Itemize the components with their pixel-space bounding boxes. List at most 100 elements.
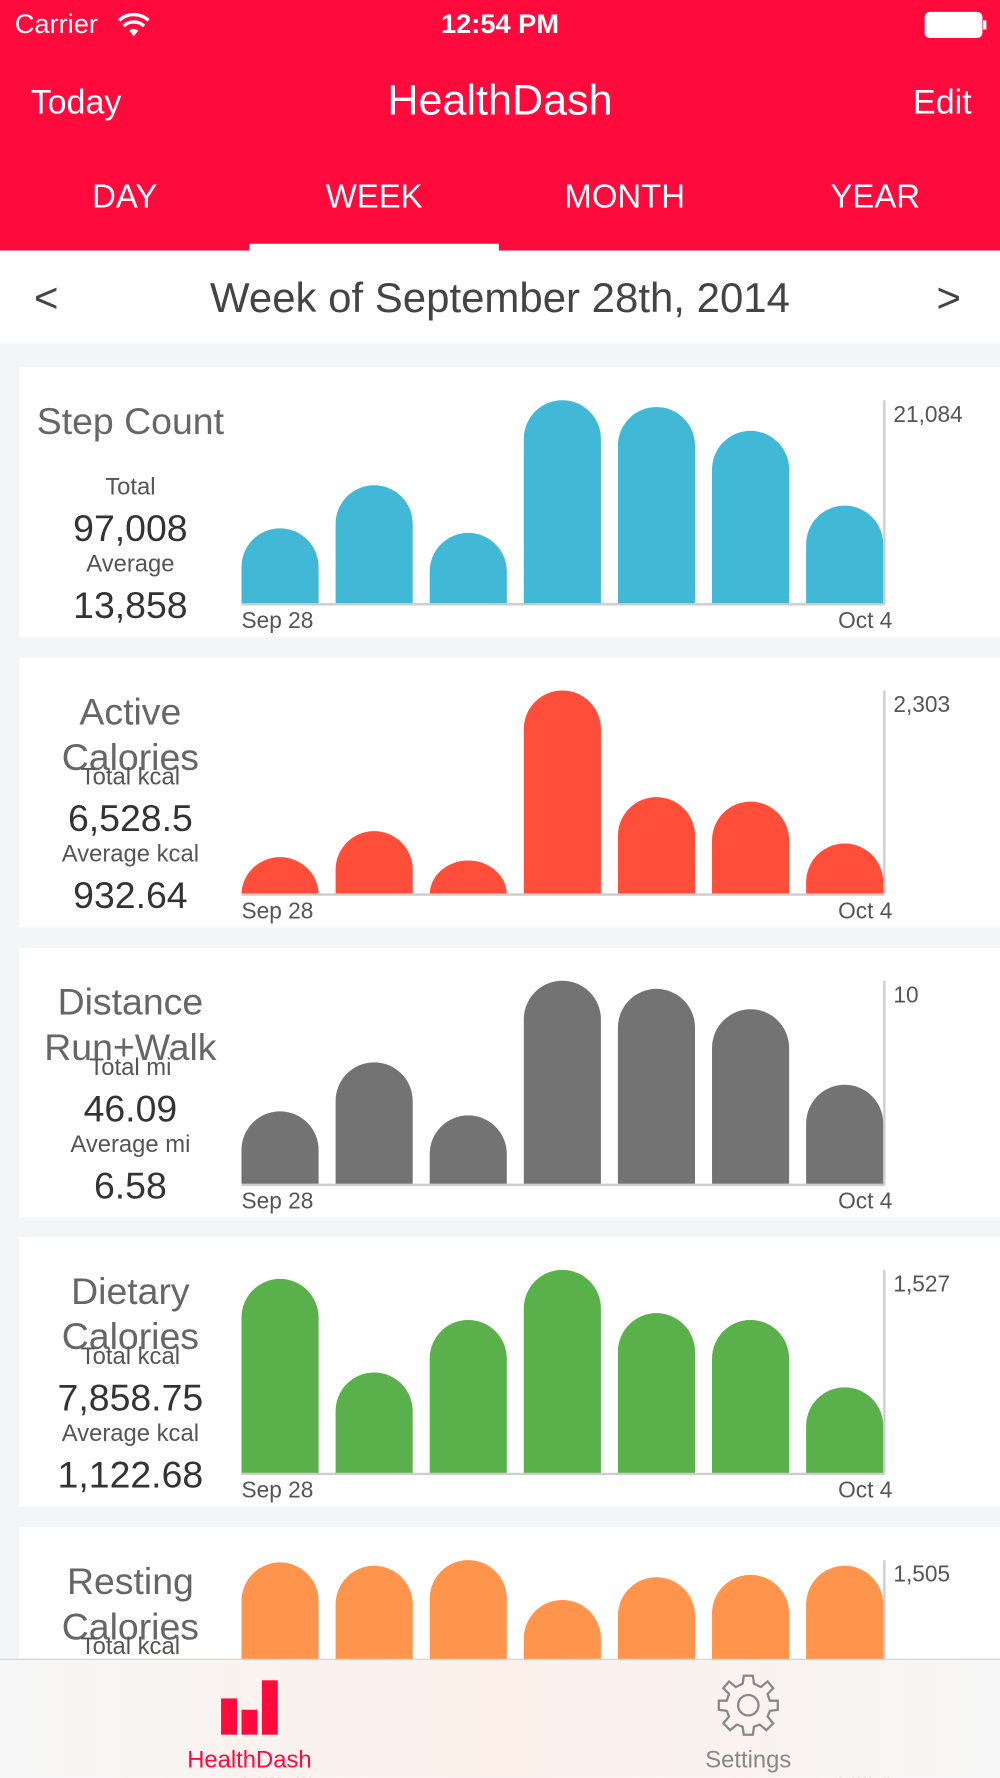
tab-day[interactable]: DAY [92,179,158,216]
card-title: Step Count [36,400,224,443]
stat-value: 6.58 [93,1163,167,1206]
stat-value: 932.64 [73,873,188,916]
card-title: Resting Calories [61,1560,199,1648]
card-title: Dietary Calories [61,1270,199,1358]
y-tick-label: 1,505 [893,1561,950,1587]
stat-label: Total [105,473,156,501]
bar [712,1008,790,1185]
week-bar [0,250,1000,344]
stat-label: Average kcal [61,840,199,868]
card-title: Distance Run+Walk [44,980,217,1068]
x-tick-label: Oct 4 [838,1477,892,1503]
bar [617,1577,696,1765]
stat-value: 1,122.68 [57,1453,204,1496]
y-tick-label: 1,527 [893,1271,950,1297]
app-title: HealthDash [387,77,613,125]
bar [523,690,601,895]
bar [241,856,319,895]
bar [523,980,601,1185]
bar [335,830,413,895]
bar [712,1574,790,1765]
stat-value: 7,858.75 [57,1376,204,1419]
battery-icon [924,11,987,38]
bar [617,1313,696,1475]
edit-button[interactable]: Edit [913,83,972,122]
bar [429,532,507,605]
x-tick-label: Sep 28 [241,607,313,633]
bar [241,1562,319,1765]
stat-label: Total kcal [80,763,181,790]
bar [523,400,601,605]
chart: 10 Sep 28 Oct 4 [241,980,919,1213]
stat-value: 46.09 [83,1086,178,1129]
x-tick-label: Sep 28 [241,1477,313,1503]
chart: 2,303 Sep 28 Oct 4 [241,690,950,923]
tab-indicator [249,243,499,251]
bar [335,1061,413,1185]
tab-bar [0,1658,1000,1778]
bar [429,860,507,895]
card: Dietary Calories Total kcal 7,858.75 Averag… [19,1237,1000,1508]
x-tick-label: Sep 28 [241,1187,313,1213]
x-tick-label: Oct 4 [838,1187,892,1213]
settings-icon[interactable] [717,1673,780,1736]
card: Distance Run+Walk Total mi 46.09 Average mi… [19,947,1000,1218]
y-tick-label: 2,303 [893,691,950,717]
stat-label: Total kcal [80,1633,181,1660]
bar [712,430,790,605]
bar [335,485,413,605]
today-button[interactable]: Today [30,83,122,122]
bar [429,1320,507,1475]
y-tick-label: 21,084 [893,401,962,427]
wifi-icon [117,12,150,37]
prev-week[interactable]: < [34,274,59,321]
x-tick-label: Oct 4 [838,607,892,633]
bar [712,801,790,895]
bar [523,1270,601,1475]
bar [806,1387,884,1475]
bar [806,843,884,895]
tab-year[interactable]: YEAR [830,179,921,216]
bar [806,1565,884,1765]
clock: 12:54 PM [441,9,559,40]
bar [712,1320,790,1475]
bar [617,407,696,605]
bar [806,505,884,605]
card: Active Calories Total kcal 6,528.5 Average … [19,657,1000,928]
stat-label: Average kcal [61,1420,199,1447]
stat-label: Average [86,551,175,578]
chart: 21,084 Sep 28 Oct 4 [241,400,963,633]
next-week[interactable]: > [936,274,962,321]
card-title: Active Calories [61,690,199,778]
bar [335,1372,413,1475]
header [0,0,1000,251]
chart: 1,527 Sep 28 Oct 4 [241,1270,950,1503]
tab-healthdash[interactable]: HealthDash [187,1747,312,1774]
stat-value: 6,528.5 [67,796,193,839]
bar [523,1599,601,1765]
healthdash-icon[interactable] [219,1678,280,1737]
bar [241,528,319,605]
bar [806,1084,884,1185]
y-tick-label: 10 [893,981,918,1007]
x-tick-label: Sep 28 [241,897,313,923]
carrier: Carrier [14,9,98,40]
card-list: Step Count Total 97,008 Average 13,858 21,084… [19,367,1000,1778]
tab-settings[interactable]: Settings [705,1747,792,1774]
bar [429,1114,507,1185]
week-title: Week of September 28th, 2014 [210,274,790,321]
x-tick-label: Oct 4 [838,897,892,923]
bar [241,1110,319,1185]
bar [429,1560,507,1765]
card: Step Count Total 97,008 Average 13,858 21,084… [19,367,1000,638]
stat-label: Average mi [70,1130,191,1158]
bar [617,988,696,1185]
tab-month[interactable]: MONTH [564,179,685,216]
tab-week[interactable]: WEEK [325,179,423,216]
stat-label: Total kcal [80,1343,181,1370]
stat-value: 97,008 [73,506,188,549]
